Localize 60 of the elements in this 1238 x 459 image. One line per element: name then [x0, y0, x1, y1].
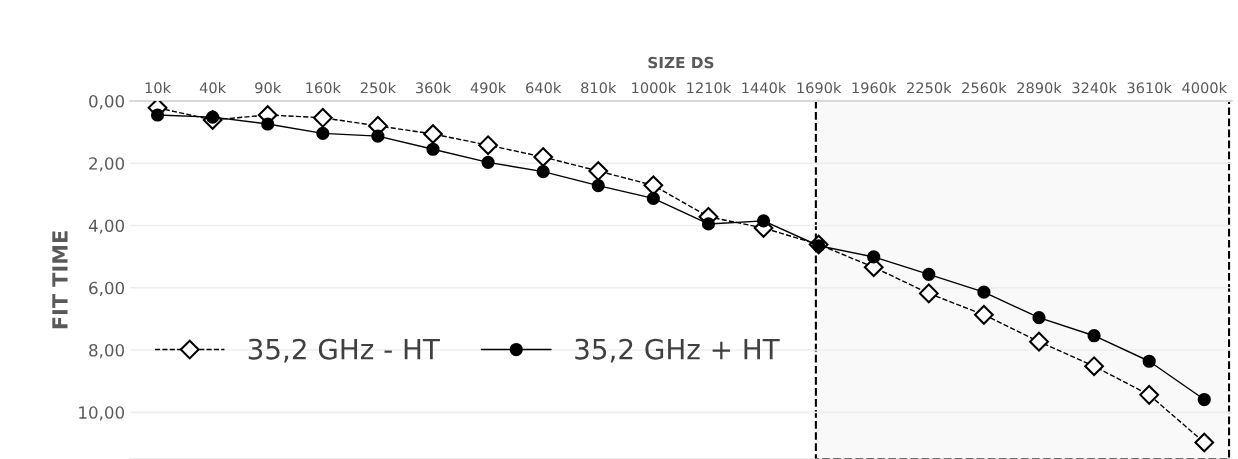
x-tick-label: 640k: [526, 82, 562, 94]
point: [371, 129, 385, 143]
point: [536, 165, 550, 179]
x-tick-label: 2560k: [962, 82, 1007, 94]
point: [1139, 384, 1160, 405]
legend-label: 35,2 GHz + HT: [575, 338, 780, 363]
x-tick-label: 1690k: [797, 82, 842, 94]
x-tick-label: 2250k: [907, 82, 952, 94]
x-tick-label: 1000k: [632, 82, 677, 94]
point: [1084, 356, 1104, 377]
point: [312, 107, 333, 128]
point: [261, 117, 275, 131]
y-tick-label: 8,00: [89, 344, 125, 359]
point: [867, 250, 881, 264]
y-tick-label: 0,00: [89, 94, 125, 110]
point: [1032, 311, 1046, 325]
x-tick-label: 160k: [306, 82, 341, 94]
point: [426, 142, 440, 156]
point: [1194, 432, 1215, 453]
point: [481, 155, 495, 169]
point: [977, 285, 991, 299]
point: [701, 217, 716, 231]
point: [646, 191, 660, 206]
y-tick-label: 2,00: [89, 157, 125, 172]
point: [756, 214, 771, 228]
y-tick-label: 6,00: [89, 281, 125, 297]
point: [1029, 331, 1049, 352]
x-tick-label: 10k: [145, 82, 171, 94]
point: [533, 147, 554, 167]
legend-label: 35,2 GHz - HT: [248, 338, 440, 363]
x-tick-label: 1440k: [742, 82, 787, 94]
y-tick-label: 4,00: [88, 219, 125, 234]
x-tick-label: 250k: [360, 82, 396, 94]
point: [150, 108, 165, 122]
x-tick-label: 4000k: [1182, 82, 1227, 94]
point: [918, 283, 939, 304]
x-tick-label: 1210k: [687, 82, 732, 94]
point: [643, 175, 664, 196]
y-tick-label: 10,00: [79, 406, 125, 421]
point: [478, 135, 498, 156]
x-axis-title: SIZE DS: [648, 56, 714, 69]
point: [922, 267, 936, 281]
point: [1142, 354, 1156, 368]
x-tick-label: 360k: [415, 82, 452, 94]
point: [1197, 392, 1211, 407]
point: [423, 124, 443, 144]
x-tick-label: 1960k: [852, 82, 897, 94]
x-tick-label: 2890k: [1017, 82, 1062, 94]
point: [316, 126, 330, 140]
x-tick-label: 3240k: [1072, 82, 1117, 94]
x-tick-label: 3610k: [1127, 82, 1172, 94]
x-tick-label: 90k: [255, 82, 282, 94]
x-tick-label: 810k: [581, 82, 617, 94]
x-tick-label: 40k: [199, 82, 227, 94]
y-axis-title: FIT TIME: [52, 231, 68, 329]
x-tick-label: 490k: [470, 82, 507, 94]
point: [588, 161, 609, 181]
point: [974, 304, 994, 325]
point: [1087, 329, 1101, 343]
point: [591, 179, 605, 193]
